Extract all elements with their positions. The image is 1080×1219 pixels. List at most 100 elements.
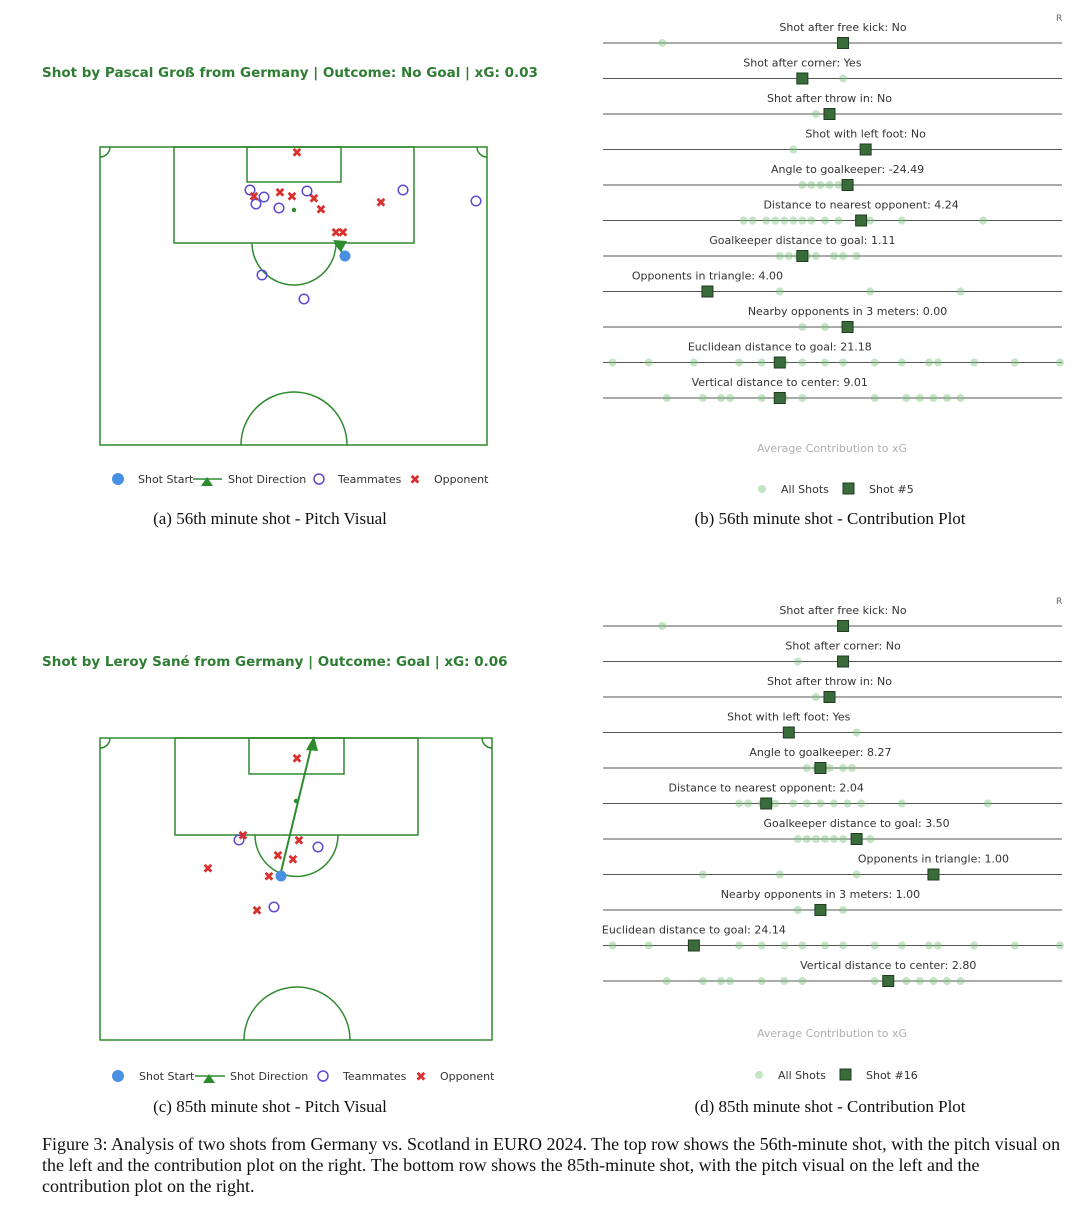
- all-shots-point: [915, 394, 924, 402]
- legend-shot-start: Shot Start: [138, 473, 194, 486]
- all-shots-point: [644, 941, 653, 950]
- legend-teammates: Teammates: [337, 473, 402, 486]
- teammate-marker: [233, 834, 245, 846]
- all-shots-point: [807, 181, 816, 189]
- all-shots-point: [780, 941, 789, 950]
- all-shots-point: [735, 799, 744, 808]
- teammate-marker: [256, 269, 268, 281]
- shot-point: [837, 655, 850, 668]
- all-shots-point: [798, 181, 807, 189]
- all-shots-point: [698, 394, 707, 402]
- all-shots-point: [757, 977, 766, 985]
- teammates: [244, 184, 482, 305]
- corner-mark-85: R: [1056, 597, 1063, 607]
- axis-title: Average Contribution to xG: [757, 1027, 907, 1040]
- all-shots-point: [839, 835, 848, 843]
- all-shots-point: [929, 394, 938, 402]
- shot-direction-arrow: [306, 736, 318, 751]
- teammate-marker: [273, 202, 285, 214]
- shot-legend-icon: [839, 1068, 852, 1081]
- teammates: [233, 834, 324, 913]
- all-shots-point: [820, 358, 829, 367]
- all-shots-point: [820, 941, 829, 950]
- all-shots-point: [789, 799, 798, 808]
- shot-point: [823, 108, 836, 120]
- six-yard-box: [248, 737, 345, 775]
- row-label: Distance to nearest opponent: 2.04: [669, 782, 864, 795]
- all-shots-point: [870, 941, 879, 950]
- all-shots-point: [820, 323, 829, 331]
- row-label: Shot after free kick: No: [779, 604, 906, 617]
- shot-start-marker: [339, 250, 351, 262]
- all-shots-point: [811, 693, 820, 701]
- all-shots-point: [933, 358, 942, 367]
- pitch-title-85: Shot by Leroy Sané from Germany | Outcom…: [42, 654, 508, 670]
- shot-start-icon: [112, 473, 124, 485]
- legend-shot-start: Shot Start: [139, 1070, 195, 1083]
- all-shots-point: [757, 358, 766, 367]
- all-shots-point: [830, 835, 838, 843]
- all-shots-point: [775, 870, 784, 879]
- shot-point: [773, 392, 786, 404]
- opponent-marker: ✖: [287, 190, 298, 205]
- all-shots-point: [866, 216, 875, 225]
- all-shots-point: [970, 358, 979, 367]
- all-shots-point: [1010, 941, 1019, 950]
- opponent-icon: ✖: [416, 1070, 427, 1085]
- legend-shot: Shot #16: [866, 1069, 918, 1082]
- contrib-caption-56: (b) 56th minute shot - Contribution Plot: [694, 509, 966, 528]
- all-shots-point: [784, 252, 793, 260]
- all-shots-point: [1056, 358, 1064, 367]
- all-shots-point: [811, 835, 820, 843]
- opponent-marker: ✖: [294, 834, 305, 849]
- all-shots-point: [970, 941, 979, 950]
- penalty-arc: [251, 242, 337, 286]
- all-shots-point: [798, 358, 807, 367]
- all-shots-point: [780, 977, 789, 985]
- teammate-icon: [313, 473, 325, 485]
- shot-point: [796, 250, 809, 262]
- all-shots-point: [870, 977, 879, 985]
- all-shots-point: [757, 941, 766, 950]
- shot-point: [782, 726, 795, 739]
- shot-point: [814, 762, 827, 774]
- all-shots-point: [798, 941, 807, 950]
- shot-point: [882, 975, 895, 987]
- all-shots-point: [744, 799, 753, 808]
- all-shots-legend-icon: [758, 485, 766, 493]
- all-shots-point: [897, 799, 906, 808]
- shot-point: [841, 179, 854, 191]
- teammate-marker: [250, 198, 262, 210]
- all-shots-point: [698, 870, 707, 879]
- all-shots-point: [811, 252, 820, 260]
- all-shots-point: [1056, 941, 1064, 950]
- shot-point: [814, 904, 827, 916]
- shot-legend-icon: [842, 482, 855, 495]
- all-shots-point: [793, 835, 802, 843]
- legend-opponent: Opponent: [434, 473, 489, 486]
- opponent-marker: ✖: [273, 849, 284, 864]
- shot-point: [687, 939, 700, 952]
- row-label: Shot with left foot: Yes: [727, 711, 851, 724]
- all-shots-point: [802, 799, 811, 808]
- all-shots-point: [608, 358, 617, 367]
- all-shots-point: [902, 977, 911, 985]
- teammate-marker: [268, 901, 280, 913]
- all-shots-point: [735, 941, 744, 950]
- all-shots-point: [825, 181, 834, 189]
- row-label: Goalkeeper distance to goal: 1.11: [709, 234, 895, 247]
- all-shots-point: [771, 799, 780, 808]
- center-circle: [240, 391, 348, 446]
- teammate-marker: [244, 184, 256, 196]
- opponent-marker: ✖: [309, 192, 320, 207]
- all-shots-point: [762, 216, 771, 225]
- all-shots-point: [726, 977, 735, 985]
- all-shots-point: [834, 216, 843, 225]
- row-label: Euclidean distance to goal: 24.14: [602, 924, 786, 937]
- shot-point: [850, 833, 863, 845]
- pitch-legend-85: Shot Start Shot Direction Teammates ✖ Op…: [112, 1070, 495, 1085]
- all-shots-point: [839, 906, 848, 914]
- all-shots-point: [802, 835, 811, 843]
- all-shots-point: [820, 216, 829, 225]
- opponents: ✖ ✖ ✖ ✖ ✖ ✖ ✖ ✖: [203, 752, 305, 919]
